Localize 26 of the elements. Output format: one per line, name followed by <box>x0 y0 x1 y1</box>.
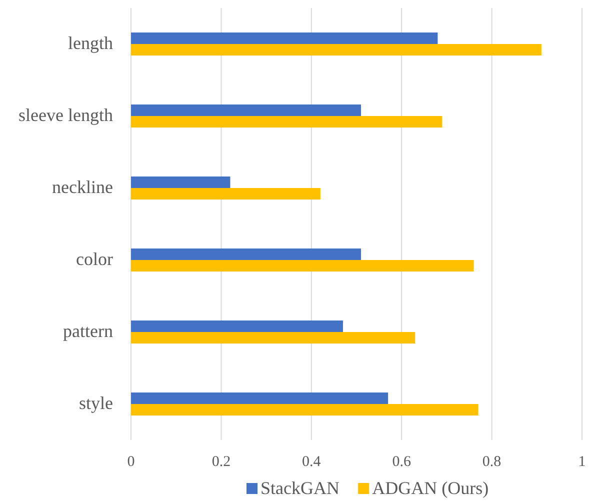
bar <box>131 392 388 404</box>
bar <box>131 404 478 416</box>
bar <box>131 32 438 44</box>
bar <box>131 260 474 272</box>
y-tick-label: neckline <box>52 177 113 197</box>
y-tick-label: style <box>79 393 114 413</box>
y-tick-label: color <box>76 249 114 269</box>
x-tick-label: 0.8 <box>482 454 502 470</box>
x-tick-label: 1 <box>578 454 586 470</box>
legend-label: ADGAN (Ours) <box>372 478 489 498</box>
x-tick-label: 0.4 <box>302 454 322 470</box>
bar <box>131 320 343 332</box>
x-tick-label: 0.2 <box>212 454 231 470</box>
legend-label: StackGAN <box>260 478 340 498</box>
bar <box>131 176 230 188</box>
y-tick-label: pattern <box>63 321 113 341</box>
bar <box>131 44 542 56</box>
y-tick-label: length <box>68 33 113 53</box>
bar <box>131 332 416 344</box>
bar <box>131 116 442 128</box>
x-tick-label: 0 <box>127 454 135 470</box>
bar <box>131 188 320 200</box>
bar <box>131 104 362 116</box>
x-tick-label: 0.6 <box>392 454 412 470</box>
y-tick-label: sleeve length <box>18 105 113 125</box>
bar <box>131 248 362 260</box>
